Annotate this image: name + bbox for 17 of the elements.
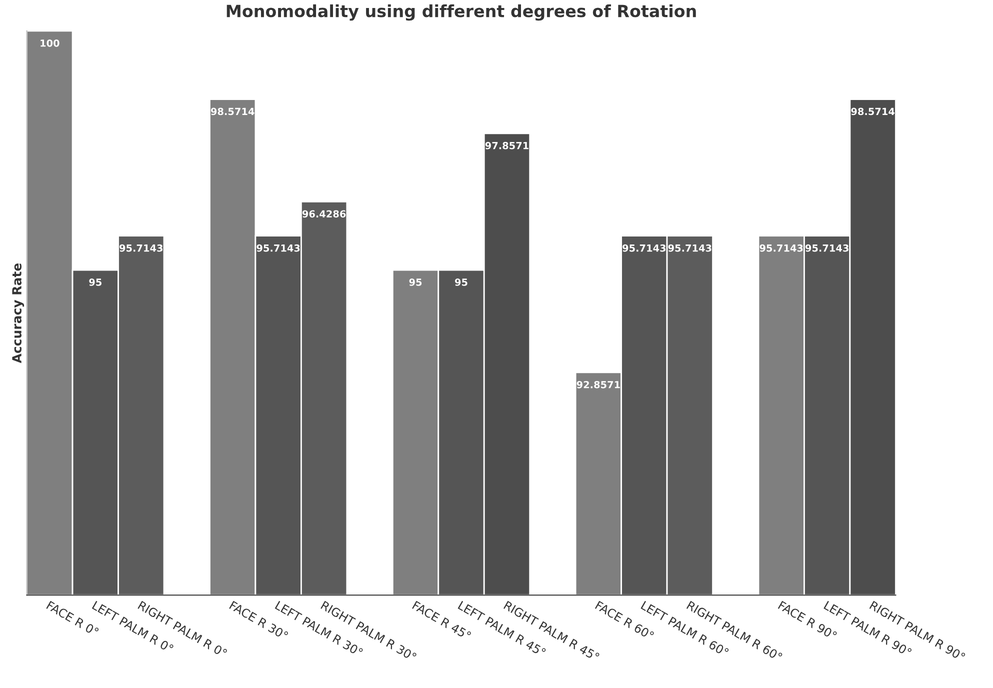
data-label: 98.5714 [851,108,895,116]
data-label: 95 [454,278,468,286]
data-label: 95 [409,278,422,286]
data-label: 92.8571 [576,380,620,388]
data-label: 96.4286 [302,210,346,218]
data-label: 100 [40,39,60,47]
data-label: 97.8571 [485,142,528,150]
data-label: 95 [89,278,102,286]
data-label: 95.7143 [760,244,803,252]
data-label: 95.7143 [805,244,848,252]
data-label: 95.7143 [256,244,300,252]
data-label: 95.7143 [622,244,666,252]
chart-title: Monomodality using different degrees of Rotation [226,4,696,21]
data-label: 95.7143 [120,244,163,252]
data-label: 95.7143 [668,244,712,252]
y-axis-title: Accuracy Rate [12,263,24,364]
data-label: 98.5714 [210,108,254,116]
